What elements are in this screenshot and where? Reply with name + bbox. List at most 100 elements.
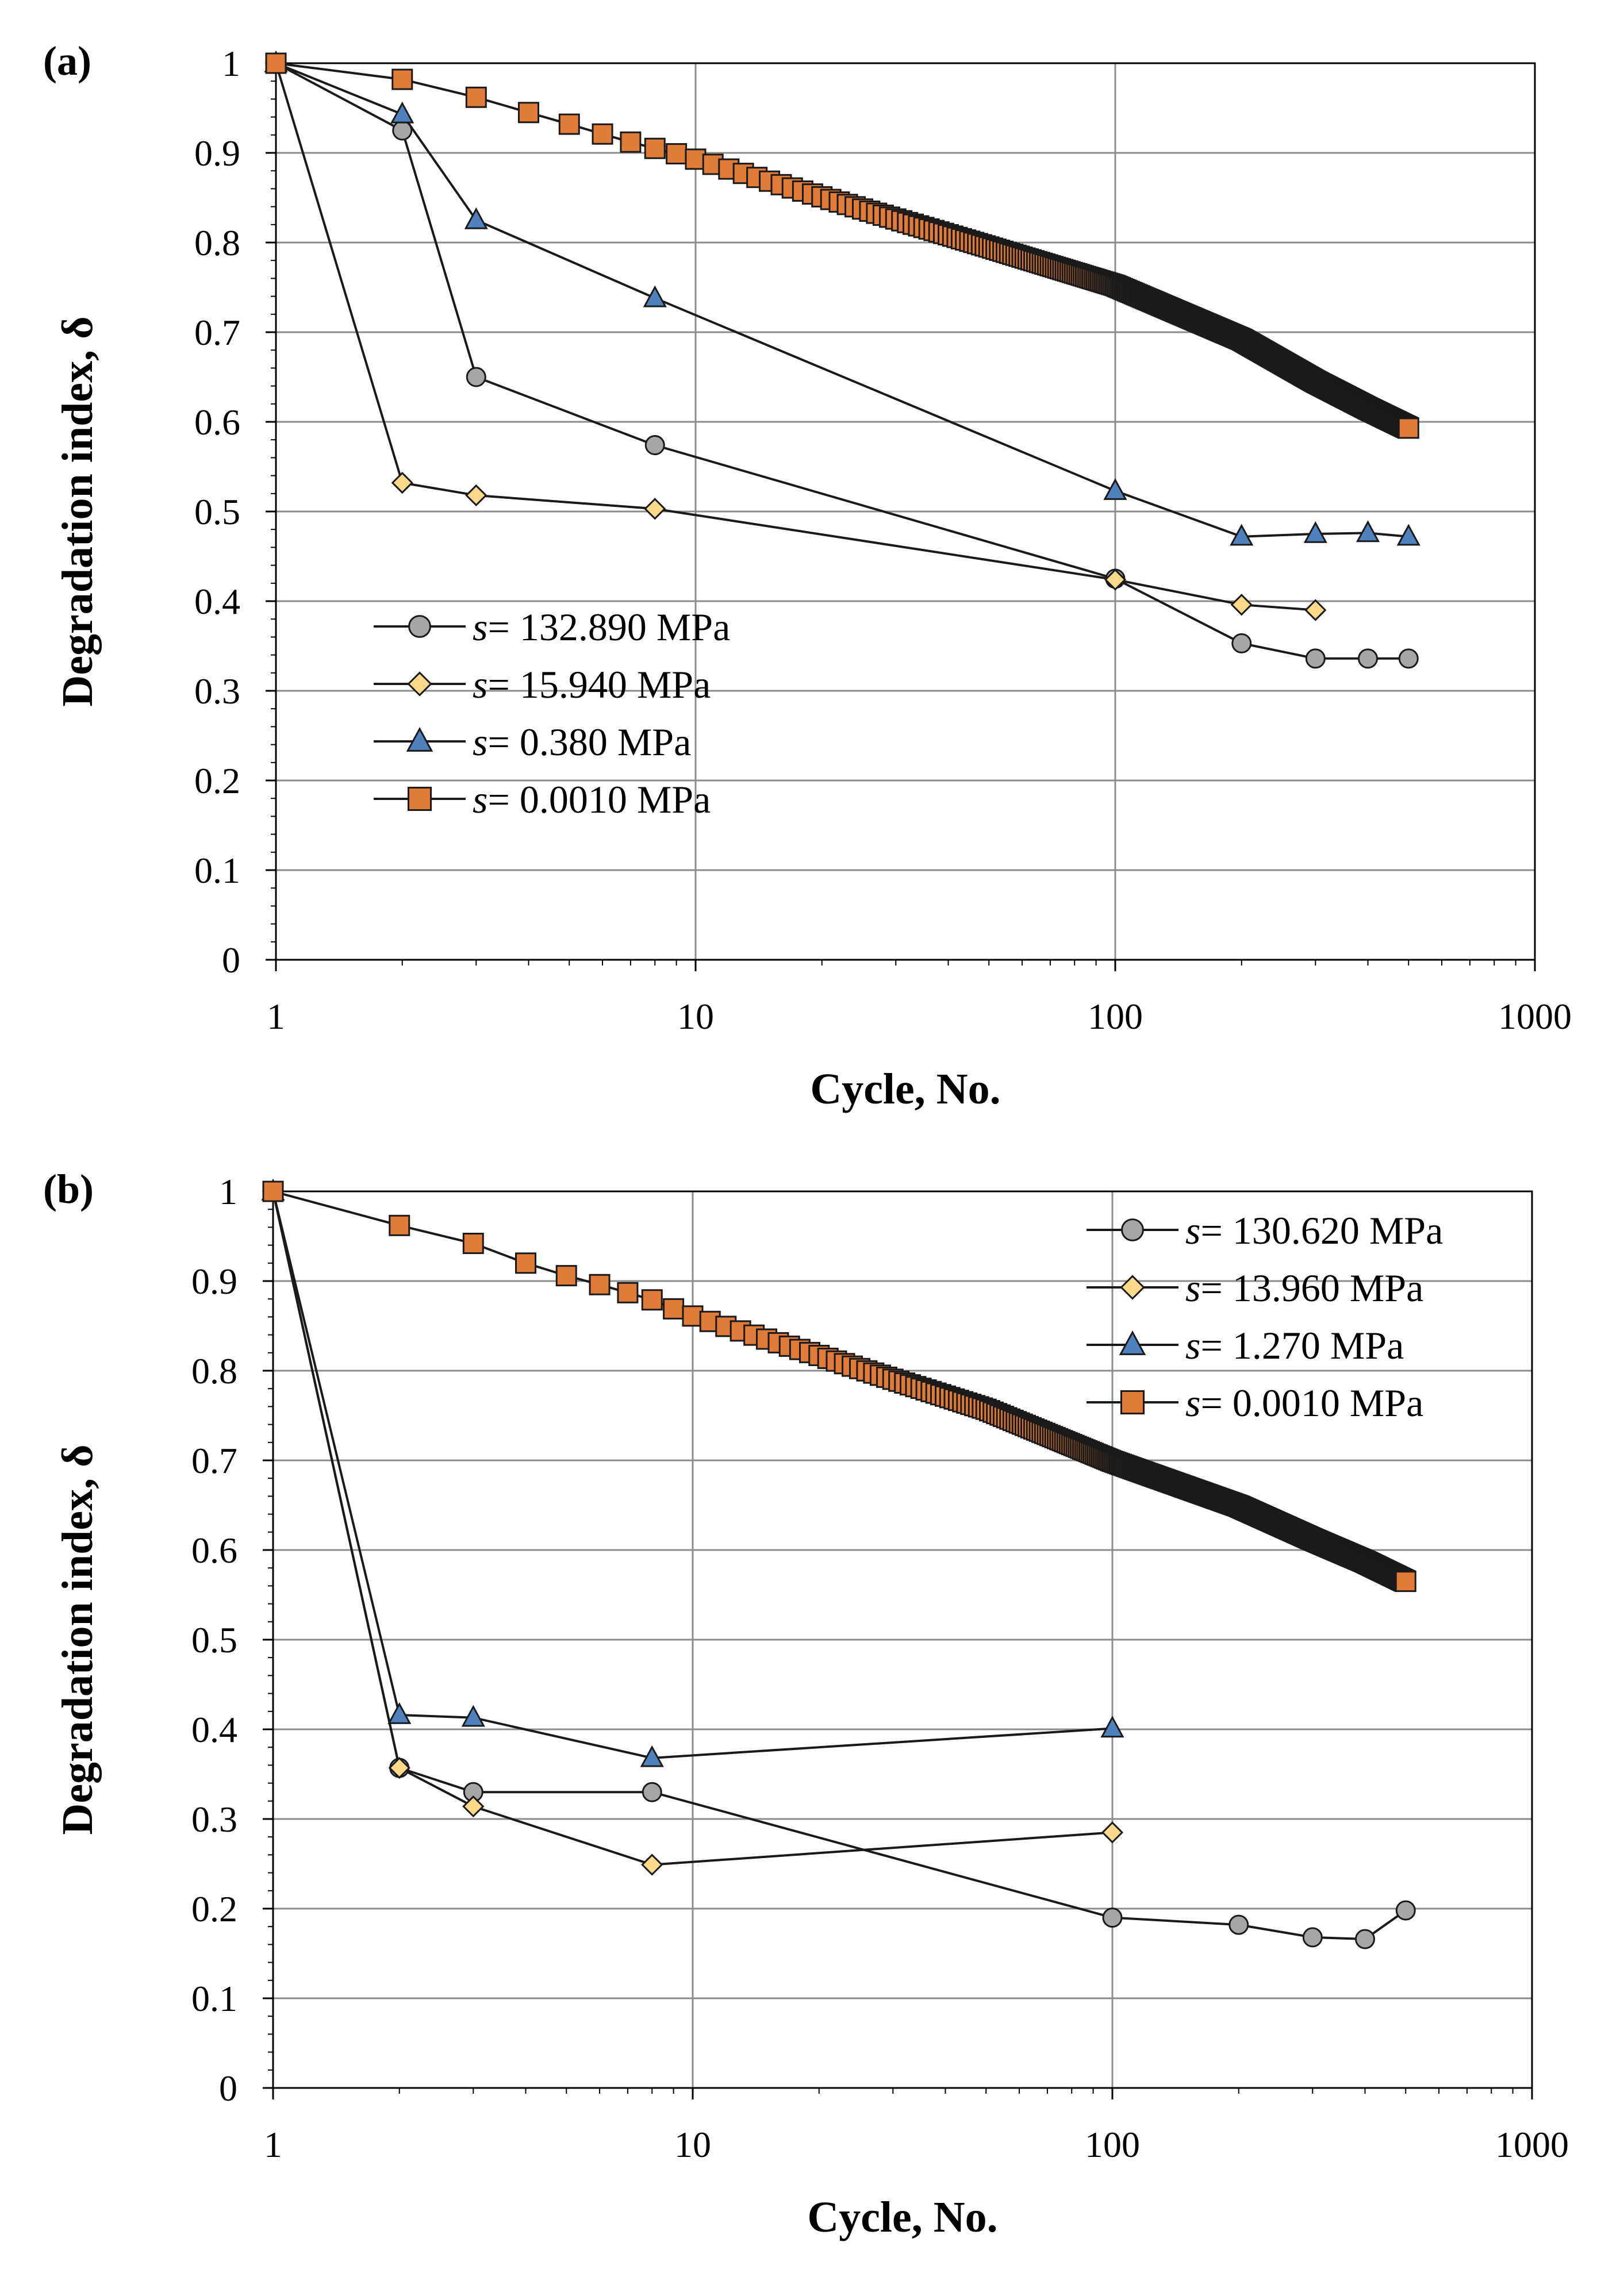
legend-value: = 0.0010 MPa <box>1200 1381 1423 1425</box>
data-point-diamond <box>462 1795 485 1818</box>
y-axis-title: Degradation index, δ <box>53 316 102 706</box>
x-tick-label: 10 <box>677 996 714 1037</box>
legend-item: s= 130.620 MPa <box>1086 1209 1443 1252</box>
legend-value: = 132.890 MPa <box>487 605 730 649</box>
data-point-circle <box>642 1782 662 1802</box>
y-tick-label: 0.6 <box>191 1530 237 1571</box>
data-point-diamond <box>644 498 666 520</box>
data-point-circle <box>644 435 665 456</box>
legend-value: = 1.270 MPa <box>1200 1324 1404 1367</box>
y-tick-label: 0.9 <box>194 133 240 174</box>
panel-label: (a) <box>43 38 91 84</box>
x-axis-title: Cycle, No. <box>807 2193 997 2241</box>
plot-frame <box>272 1190 1533 2089</box>
legend-item: s= 0.0010 MPa <box>1086 1381 1423 1425</box>
x-tick-label: 10 <box>674 2124 711 2165</box>
data-point-triangle <box>643 285 667 307</box>
legend-item: s= 0.380 MPa <box>374 720 691 764</box>
data-point-square <box>592 123 613 145</box>
data-point-square <box>555 1265 577 1287</box>
legend-label: s= 15.940 MPa <box>473 663 711 706</box>
legend-item: s= 15.940 MPa <box>374 663 711 706</box>
legend-marker-diamond <box>407 671 432 697</box>
y-tick-label: 0.5 <box>194 491 240 532</box>
data-point-triangle <box>390 101 414 124</box>
data-point-circle <box>466 367 486 387</box>
y-tick-label: 0 <box>222 940 240 980</box>
legend-marker-triangle <box>1119 1330 1146 1355</box>
y-tick-label: 0.2 <box>194 760 240 801</box>
data-point-diamond <box>1101 1821 1124 1844</box>
legend-label: s= 0.380 MPa <box>473 720 691 764</box>
data-point-circle <box>1395 1900 1416 1921</box>
data-point-triangle <box>1103 478 1127 500</box>
data-point-square <box>589 1274 611 1295</box>
data-point-circle <box>1302 1927 1323 1948</box>
data-point-triangle <box>464 207 488 229</box>
legend-label: s= 1.270 MPa <box>1185 1324 1404 1367</box>
legend-item: s= 1.270 MPa <box>1086 1324 1404 1367</box>
x-tick-label: 1000 <box>1495 2124 1569 2165</box>
data-point-triangle <box>640 1745 664 1767</box>
y-tick-label: 0 <box>219 2068 237 2109</box>
x-tick-label: 1 <box>264 2124 282 2165</box>
legend-symbol: s <box>1185 1266 1200 1310</box>
data-point-diamond <box>1230 594 1253 616</box>
series-markers-square <box>265 52 1419 439</box>
legend-marker-square <box>1120 1390 1145 1415</box>
y-tick-label: 0.6 <box>194 402 240 443</box>
y-tick-label: 0.3 <box>191 1799 237 1840</box>
data-point-square <box>699 1310 721 1332</box>
legend-symbol: s <box>1185 1209 1200 1252</box>
data-point-circle <box>1231 633 1252 653</box>
data-point-square <box>685 148 707 170</box>
legend-marker-diamond <box>1120 1275 1145 1300</box>
data-point-diamond <box>641 1853 663 1876</box>
legend-label: s= 13.960 MPa <box>1185 1266 1423 1310</box>
y-tick-label: 0.1 <box>194 850 240 891</box>
data-point-diamond <box>388 1756 410 1779</box>
legend-item: s= 132.890 MPa <box>374 605 730 649</box>
data-point-circle <box>1358 648 1379 669</box>
legend-value: = 0.380 MPa <box>487 720 691 764</box>
data-point-circle <box>1398 648 1419 669</box>
data-point-square <box>1395 1571 1416 1593</box>
data-point-square <box>391 68 413 90</box>
data-point-square <box>666 143 688 165</box>
y-tick-label: 0.7 <box>191 1440 237 1481</box>
legend-item: s= 13.960 MPa <box>1086 1266 1423 1310</box>
y-tick-label: 1 <box>219 1171 237 1212</box>
legend-value: = 15.940 MPa <box>487 663 711 706</box>
x-tick-label: 1000 <box>1498 996 1572 1037</box>
data-point-diamond <box>1304 599 1327 621</box>
data-point-triangle <box>1396 524 1420 546</box>
legend-symbol: s <box>473 663 487 706</box>
y-tick-label: 0.8 <box>194 222 240 263</box>
data-point-square <box>1398 417 1419 439</box>
data-point-square <box>558 113 580 135</box>
y-tick-label: 0.1 <box>191 1978 237 2019</box>
data-point-square <box>462 1232 484 1254</box>
y-tick-label: 0.5 <box>191 1620 237 1660</box>
data-point-circle <box>1102 1907 1123 1928</box>
legend-symbol: s <box>473 778 487 821</box>
legend-value: = 13.960 MPa <box>1200 1266 1423 1310</box>
legend-label: s= 130.620 MPa <box>1185 1209 1443 1252</box>
panel-label: (b) <box>43 1166 94 1212</box>
data-point-circle <box>1228 1914 1249 1935</box>
data-point-square <box>617 1282 639 1303</box>
data-point-triangle <box>461 1705 485 1727</box>
data-point-circle <box>1305 648 1326 669</box>
chart-panel-b: 0 0.1 0.2 0.3 0.4 0.5 0.6 0.7 0.8 0.9 1 1 10 100 1000 s… <box>43 1166 1569 2241</box>
y-tick-label: 0.4 <box>194 581 240 622</box>
legend-item: s= 0.0010 MPa <box>374 778 711 821</box>
plot-frame <box>275 62 1536 961</box>
data-point-square <box>620 131 642 153</box>
y-axis-title: Degradation index, δ <box>53 1444 102 1835</box>
series-markers-square <box>262 1180 1416 1593</box>
legend-value: = 0.0010 MPa <box>487 778 711 821</box>
legend-label: s= 0.0010 MPa <box>1185 1381 1423 1425</box>
data-point-square <box>641 1289 663 1311</box>
